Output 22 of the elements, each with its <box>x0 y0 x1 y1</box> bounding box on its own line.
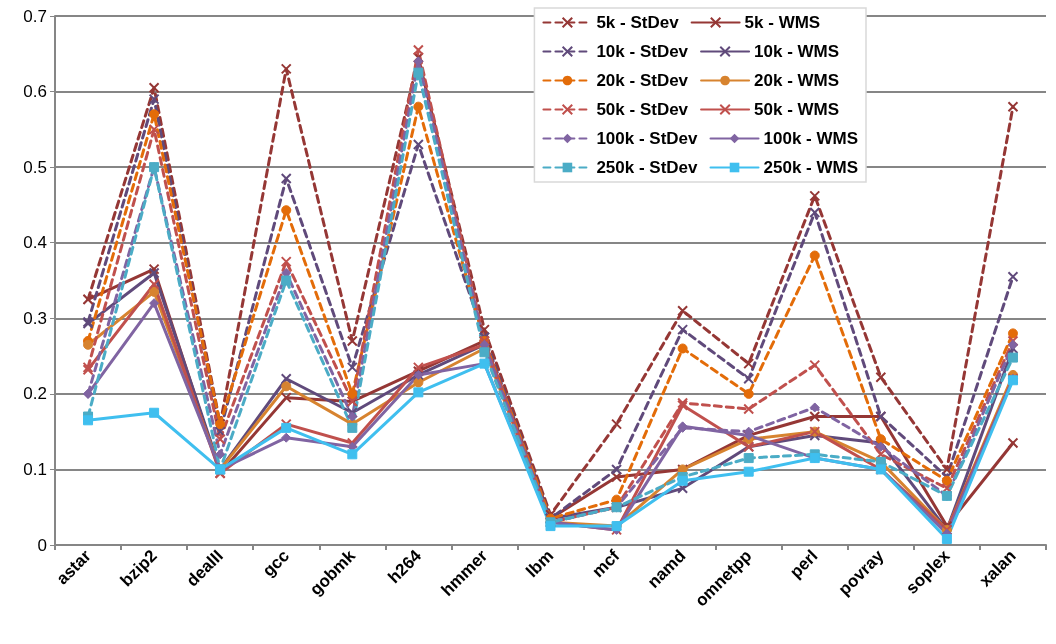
legend-label: 50k - WMS <box>754 100 840 119</box>
legend-label: 50k - StDev <box>596 100 689 119</box>
legend-label: 5k - WMS <box>744 13 821 32</box>
y-tick-label: 0.2 <box>23 384 47 404</box>
legend-label: 250k - WMS <box>763 158 859 177</box>
y-tick-label: 0.4 <box>23 233 47 253</box>
x-tick-label: gcc <box>258 546 293 581</box>
y-tick-label: 0.1 <box>23 459 47 479</box>
legend-label: 20k - WMS <box>754 71 840 90</box>
y-tick-label: 0.3 <box>23 308 47 328</box>
legend-label: 250k - StDev <box>596 158 699 177</box>
legend-label: 20k - StDev <box>596 71 689 90</box>
x-tick-label: lbm <box>522 546 558 582</box>
legend-label: 5k - StDev <box>596 13 680 32</box>
y-tick-label: 0 <box>37 535 47 555</box>
legend-label: 100k - StDev <box>596 129 699 148</box>
y-tick-label: 0.6 <box>23 82 47 102</box>
legend-label: 10k - StDev <box>596 42 689 61</box>
y-tick-label: 0.7 <box>23 6 47 26</box>
y-tick-label: 0.5 <box>23 157 47 177</box>
legend-label: 10k - WMS <box>754 42 840 61</box>
legend-label: 100k - WMS <box>763 129 859 148</box>
